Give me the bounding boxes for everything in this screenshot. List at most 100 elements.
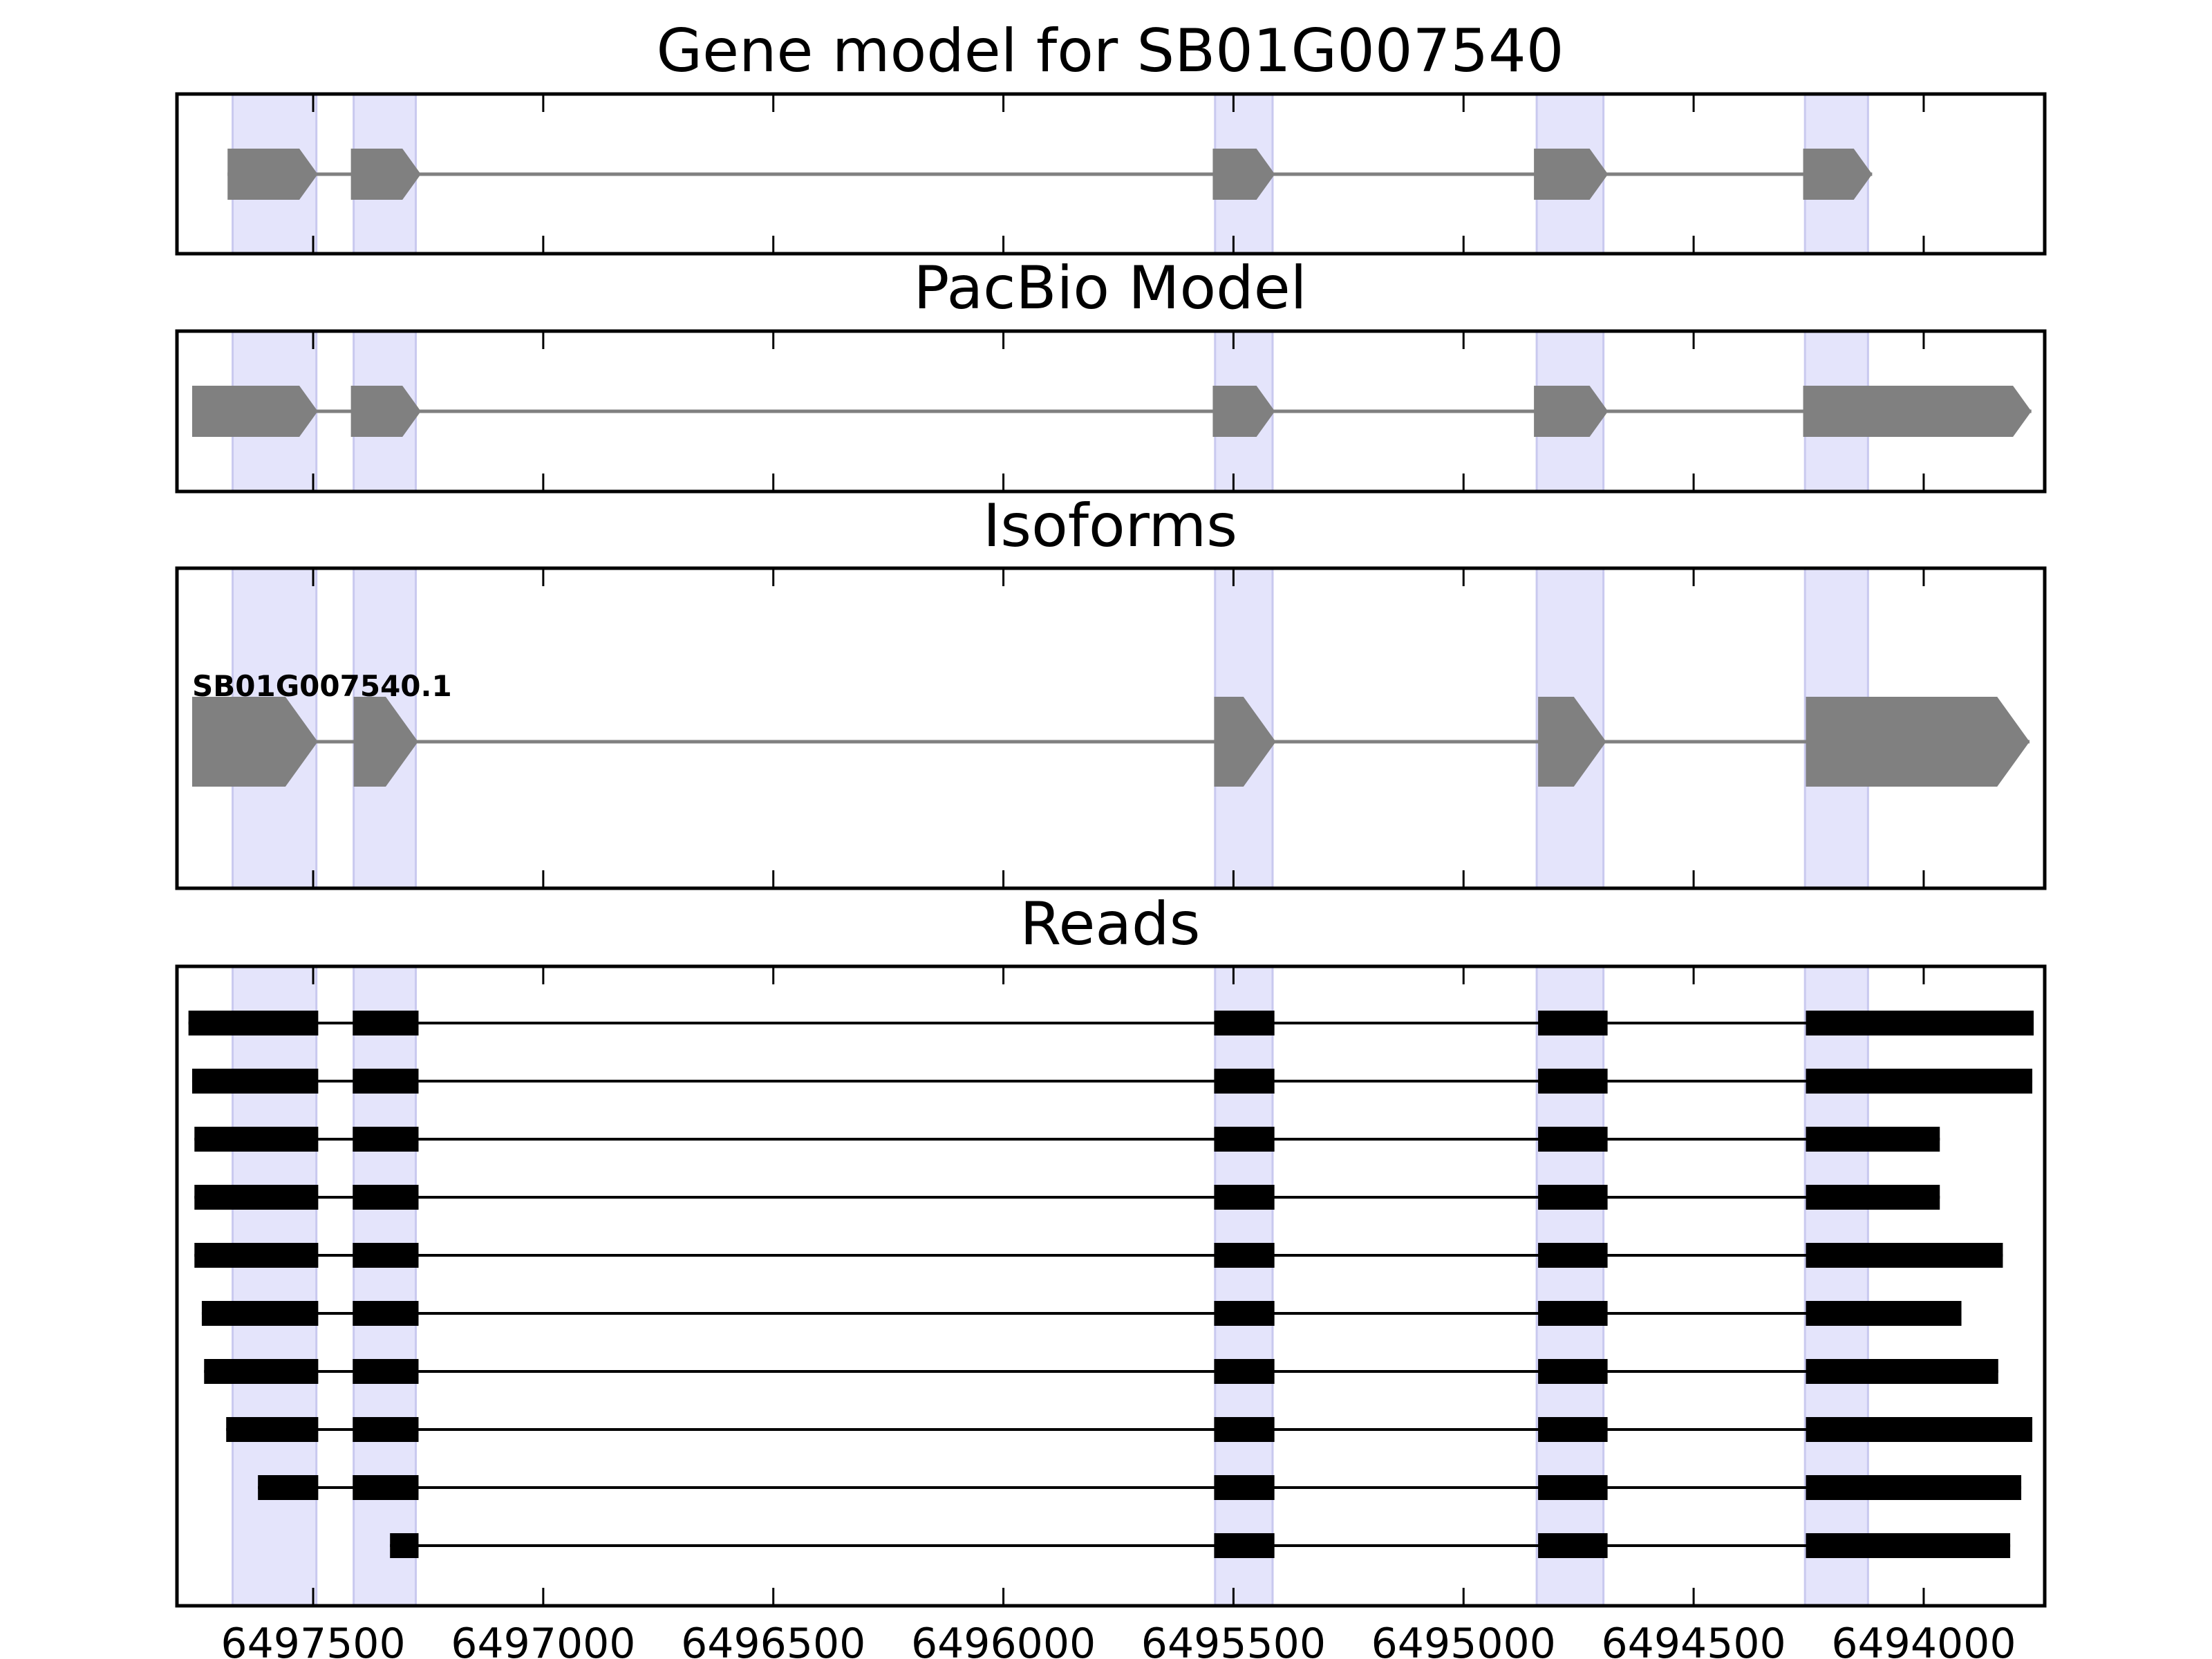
read-row-10 [390, 1533, 2011, 1558]
read-block [1538, 1417, 1608, 1442]
reads-axes: 6497500 6497000 6496500 6496000 6495500 64950… [175, 964, 2047, 1659]
read-block [1538, 1301, 1608, 1326]
pacbio-model-exon-1 [191, 386, 318, 437]
gene-model-exon-3 [1212, 149, 1275, 200]
exon-highlight-band [353, 965, 417, 1607]
read-block [1214, 1533, 1275, 1558]
read-block [353, 1185, 419, 1210]
exon-highlight-band [232, 965, 318, 1607]
reads-frame [175, 964, 2047, 1608]
read-block [1214, 1301, 1275, 1326]
read-row-2 [191, 1069, 2033, 1094]
read-row-8 [226, 1417, 2033, 1442]
read-row-5 [194, 1243, 2003, 1268]
read-block [204, 1359, 319, 1384]
read-block [1214, 1243, 1275, 1268]
pacbio-model-axes [175, 329, 2047, 494]
read-block [1538, 1185, 1608, 1210]
isoforms-exon-1 [191, 697, 318, 787]
read-block [194, 1127, 319, 1152]
pacbio-model-exon-5 [1803, 386, 2032, 437]
read-block [1806, 1475, 2022, 1500]
read-block [353, 1069, 419, 1094]
read-block [1214, 1069, 1275, 1094]
read-block [194, 1185, 319, 1210]
gene-model-title: Gene model for SB01G007540 [657, 17, 1564, 86]
gene-model-axes [175, 92, 2047, 256]
read-block [1806, 1533, 2011, 1558]
read-block [258, 1475, 319, 1500]
read-block [1538, 1359, 1608, 1384]
pacbio-model-exon-2 [350, 386, 421, 437]
read-block [1538, 1243, 1608, 1268]
gene-model-exon-2 [350, 149, 421, 200]
read-block [353, 1127, 419, 1152]
read-row-4 [194, 1185, 1940, 1210]
read-row-1 [188, 1011, 2034, 1035]
read-block [353, 1417, 419, 1442]
gene-model-exon-4 [1534, 149, 1609, 200]
read-block [1806, 1127, 1940, 1152]
read-block [1538, 1127, 1608, 1152]
pacbio-model-frame [175, 329, 2047, 494]
isoforms-exon-5 [1806, 697, 2030, 787]
read-block [353, 1011, 419, 1035]
read-block [1538, 1533, 1608, 1558]
x-tick-label: 6496000 [911, 1620, 1096, 1659]
read-block [1806, 1069, 2033, 1094]
exon-highlight-band [1535, 965, 1605, 1607]
read-row-3 [194, 1127, 1940, 1152]
x-tick-label: 6495000 [1371, 1620, 1556, 1659]
isoforms-exon-2 [353, 697, 418, 787]
read-block [1538, 1069, 1608, 1094]
exon-highlight-band [1803, 965, 1869, 1607]
read-block [194, 1243, 319, 1268]
read-row-7 [204, 1359, 1998, 1384]
reads-title: Reads [1020, 890, 1201, 959]
x-tick-label: 6494500 [1601, 1620, 1785, 1659]
read-block [1214, 1475, 1275, 1500]
read-block [353, 1243, 419, 1268]
read-block [353, 1475, 419, 1500]
read-block [1214, 1185, 1275, 1210]
read-block [390, 1533, 419, 1558]
read-row-6 [201, 1301, 1962, 1326]
read-block [1806, 1417, 2033, 1442]
read-row-9 [258, 1475, 2022, 1500]
x-tick-label: 6494000 [1831, 1620, 2016, 1659]
read-block [1214, 1011, 1275, 1035]
read-block [1214, 1359, 1275, 1384]
x-tick-label: 6496500 [681, 1620, 865, 1659]
read-block [1538, 1475, 1608, 1500]
read-block [353, 1301, 419, 1326]
read-block [1806, 1359, 1998, 1384]
read-block [226, 1417, 319, 1442]
x-tick-label: 6497000 [451, 1620, 635, 1659]
exon-highlight-band [1214, 965, 1274, 1607]
isoforms-exon-4 [1538, 697, 1606, 787]
read-block [353, 1359, 419, 1384]
read-block [201, 1301, 319, 1326]
gene-model-exon-1 [227, 149, 318, 200]
gene-model-frame [175, 92, 2047, 256]
isoforms-title: Isoforms [983, 491, 1237, 561]
read-block [1806, 1011, 2034, 1035]
gene-model-exon-5 [1803, 149, 1873, 200]
x-tick-label: 6495500 [1141, 1620, 1326, 1659]
read-block [188, 1011, 319, 1035]
pacbio-model-title: PacBio Model [913, 254, 1306, 323]
x-tick-label: 6497500 [221, 1620, 405, 1659]
pacbio-model-exon-4 [1534, 386, 1609, 437]
isoforms-exon-3 [1214, 697, 1276, 787]
read-block [1538, 1011, 1608, 1035]
isoform-label: SB01G007540.1 [192, 669, 452, 703]
read-block [1806, 1185, 1940, 1210]
read-block [1214, 1127, 1275, 1152]
pacbio-model-exon-3 [1212, 386, 1275, 437]
read-block [1806, 1301, 1962, 1326]
read-block [1214, 1417, 1275, 1442]
isoforms-frame [175, 566, 2047, 890]
read-block [191, 1069, 319, 1094]
read-block [1806, 1243, 2003, 1268]
